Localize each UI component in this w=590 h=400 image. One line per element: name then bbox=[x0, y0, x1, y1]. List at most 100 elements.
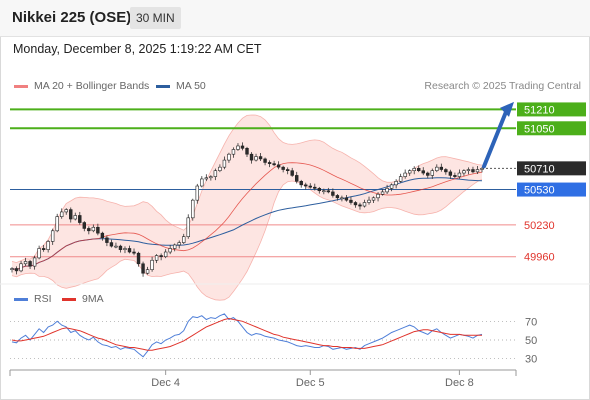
candle-body bbox=[480, 168, 484, 170]
price-level-label: 50230 bbox=[524, 220, 555, 232]
legend-swatch-9ma bbox=[62, 297, 76, 301]
candle-body bbox=[163, 251, 168, 258]
candle-body bbox=[317, 188, 322, 192]
candle-body bbox=[407, 170, 412, 174]
rsi-9ma-line bbox=[11, 317, 482, 351]
candle-body bbox=[466, 169, 471, 172]
legend-item-ma50: MA 50 bbox=[156, 80, 206, 92]
candle-body bbox=[55, 216, 59, 232]
candle-body bbox=[186, 217, 190, 237]
timeframe-badge[interactable]: 30 MIN bbox=[130, 7, 181, 29]
candle-body bbox=[14, 268, 19, 272]
candle-body bbox=[236, 145, 240, 150]
candle-body bbox=[245, 148, 249, 155]
candle-body bbox=[37, 248, 41, 259]
timestamp: Monday, December 8, 2025 1:19:22 AM CET bbox=[13, 42, 262, 56]
price-level-label: 51210 bbox=[524, 104, 555, 116]
credit-text: Research © 2025 Trading Central bbox=[424, 80, 581, 92]
candle-body bbox=[471, 169, 475, 173]
price-label-box bbox=[517, 102, 586, 117]
legend-swatch-bollinger bbox=[14, 84, 28, 88]
candle-body bbox=[114, 245, 118, 248]
legend-swatch-ma50 bbox=[156, 84, 170, 88]
legend-label-rsi: RSI bbox=[34, 293, 52, 305]
candle-body bbox=[10, 268, 14, 270]
candle-body bbox=[118, 245, 123, 250]
rsi-level-label: 50 bbox=[525, 335, 537, 347]
candle-body bbox=[32, 257, 37, 267]
candle-body bbox=[78, 215, 82, 223]
candle-body bbox=[145, 269, 150, 274]
candle-body bbox=[371, 197, 376, 201]
candle-body bbox=[69, 209, 73, 220]
candle-body bbox=[105, 237, 109, 243]
time-axis-label: Dec 5 bbox=[296, 377, 325, 389]
candle-body bbox=[435, 166, 439, 172]
ma20-line bbox=[11, 162, 483, 271]
candle-body bbox=[249, 153, 254, 161]
candle-body bbox=[403, 172, 407, 177]
candle-body bbox=[195, 185, 199, 201]
candle-body bbox=[462, 170, 466, 174]
candle-body bbox=[200, 178, 204, 187]
candle-body bbox=[19, 263, 23, 272]
legend-item-9ma: 9MA bbox=[62, 293, 104, 305]
candle-body bbox=[28, 261, 32, 267]
candle-body bbox=[213, 170, 218, 177]
candle-body bbox=[141, 263, 145, 274]
legend-swatch-rsi bbox=[14, 297, 28, 301]
candle-body bbox=[154, 255, 159, 261]
candle-body bbox=[272, 163, 276, 166]
candle-body bbox=[182, 236, 186, 243]
candle-body bbox=[263, 158, 267, 163]
candle-body bbox=[430, 170, 434, 176]
candle-body bbox=[322, 190, 326, 193]
candle-body bbox=[412, 168, 416, 172]
candle-body bbox=[96, 226, 100, 234]
candle-body bbox=[276, 164, 281, 168]
candle-body bbox=[91, 226, 96, 232]
bollinger-band-fill bbox=[12, 114, 482, 301]
candle-body bbox=[358, 204, 362, 207]
candle-body bbox=[385, 188, 389, 193]
candle-body bbox=[417, 168, 421, 172]
candle-body bbox=[231, 149, 236, 155]
candle-body bbox=[335, 195, 340, 199]
bollinger-lower-line bbox=[11, 178, 483, 301]
legend-item-bollinger: MA 20 + Bollinger Bands bbox=[14, 80, 149, 92]
candle-body bbox=[50, 230, 55, 242]
candle-body bbox=[331, 191, 335, 196]
candle-body bbox=[204, 177, 209, 180]
candle-body bbox=[353, 202, 358, 206]
candle-body bbox=[60, 211, 64, 217]
candle-body bbox=[389, 184, 394, 189]
candle-body bbox=[177, 242, 181, 246]
legend-label-9ma: 9MA bbox=[82, 293, 104, 305]
candle-body bbox=[87, 228, 91, 232]
candle-body bbox=[475, 169, 480, 173]
candle-body bbox=[258, 156, 263, 160]
forecast-arrow-head bbox=[500, 101, 514, 117]
candle-body bbox=[457, 172, 462, 177]
candle-body bbox=[281, 166, 285, 170]
legend-item-rsi: RSI bbox=[14, 293, 52, 305]
candle-body bbox=[168, 248, 172, 253]
price-label-box bbox=[517, 121, 586, 136]
price-label-box bbox=[517, 161, 586, 176]
candle-body bbox=[299, 181, 303, 186]
candle-body bbox=[362, 202, 367, 207]
price-level-label: 50710 bbox=[524, 163, 555, 175]
candle-body bbox=[209, 176, 213, 179]
price-level-label: 50530 bbox=[524, 185, 555, 197]
rsi-line bbox=[11, 313, 483, 358]
candle-body bbox=[127, 248, 132, 253]
candle-body bbox=[41, 248, 46, 250]
candle-body bbox=[394, 181, 398, 186]
candle-body bbox=[426, 172, 430, 176]
candle-body bbox=[380, 191, 385, 195]
candle-body bbox=[254, 156, 258, 161]
candle-body bbox=[290, 170, 294, 176]
candle-body bbox=[367, 199, 371, 203]
candle-body bbox=[439, 166, 444, 170]
